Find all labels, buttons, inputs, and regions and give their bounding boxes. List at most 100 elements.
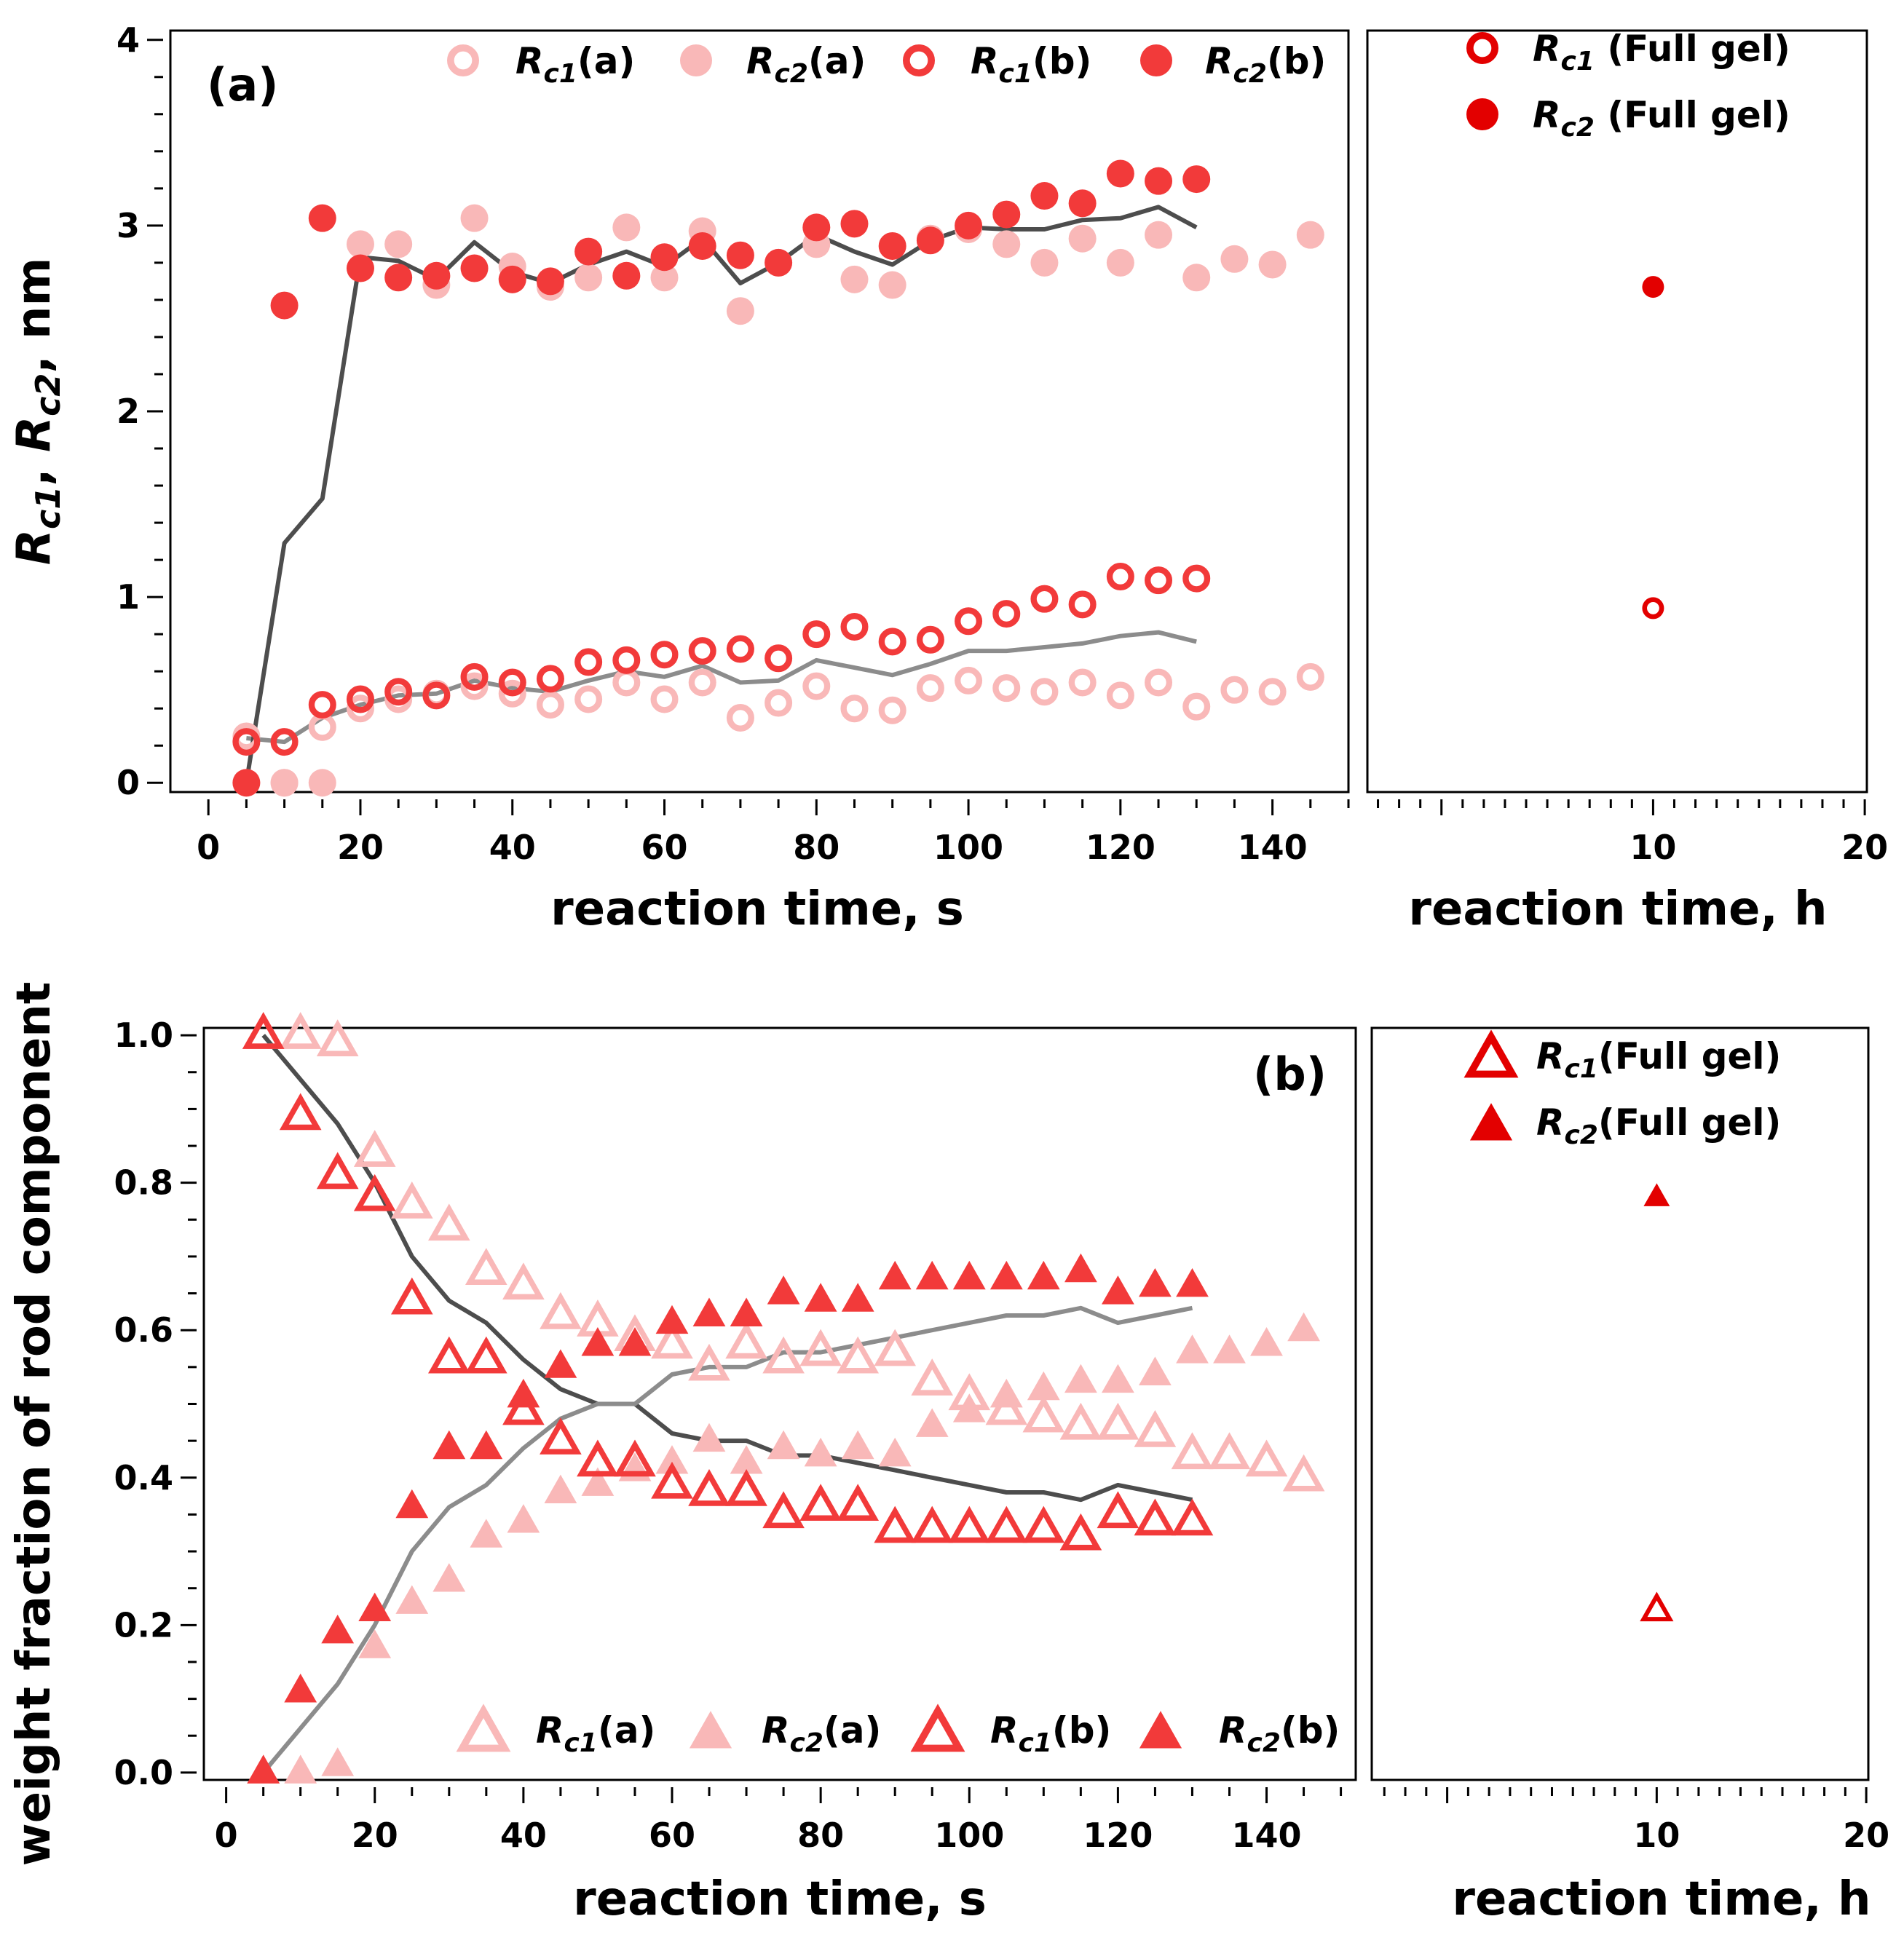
x-tick-label: 120: [1083, 1816, 1153, 1855]
data-point: [878, 231, 906, 260]
data-point: [916, 226, 944, 255]
data-point: [688, 668, 716, 697]
average-line: [261, 1034, 1193, 1503]
legend-marker: [1469, 1103, 1513, 1141]
plot-frame: [1370, 1026, 1870, 1781]
data-point: [574, 264, 603, 292]
y-tick-label: 2: [116, 392, 140, 431]
average-line: [261, 1305, 1193, 1774]
data-point: [1030, 585, 1059, 613]
legend-marker: [447, 44, 480, 76]
data-point: [804, 1283, 837, 1312]
data-point: [911, 1358, 954, 1396]
data-point: [730, 1445, 763, 1474]
data-point: [308, 204, 336, 232]
data-point: [878, 628, 906, 656]
data-point: [390, 1182, 433, 1219]
data-point: [841, 1283, 874, 1312]
data-point: [1220, 245, 1249, 273]
x-tick-label: 40: [500, 1816, 547, 1855]
x-tick-label: 80: [797, 1816, 844, 1855]
y-tick-label: 4: [116, 20, 140, 60]
data-point: [353, 1130, 396, 1167]
data-point: [650, 641, 679, 669]
data-point: [1182, 165, 1211, 194]
data-point: [1064, 1253, 1097, 1283]
legend-label: Rc2 (Full gel): [1533, 94, 1790, 143]
data-point: [279, 1093, 322, 1131]
data-point: [878, 1437, 912, 1467]
data-point: [992, 600, 1021, 628]
data-point: [465, 1336, 507, 1374]
x-tick-label: 100: [933, 828, 1003, 867]
data-point: [1145, 566, 1173, 595]
data-point: [432, 1563, 466, 1592]
data-point: [507, 1378, 540, 1408]
data-point: [985, 1505, 1028, 1543]
data-point: [1030, 678, 1059, 706]
data-point: [1068, 590, 1097, 619]
data-point: [655, 1445, 689, 1474]
data-point: [465, 1248, 507, 1285]
data-point: [840, 694, 869, 723]
data-point: [1287, 1312, 1320, 1342]
data-point: [725, 1469, 767, 1506]
data-point: [1176, 1334, 1209, 1364]
data-point: [279, 1012, 322, 1049]
data-point: [1022, 1505, 1065, 1543]
data-point: [1171, 1432, 1214, 1470]
data-point: [1258, 678, 1287, 706]
data-point: [799, 1484, 842, 1521]
data-point: [422, 261, 451, 290]
data-point: [730, 1297, 763, 1326]
data-point: [242, 1012, 285, 1049]
data-point: [618, 1327, 652, 1356]
data-point: [692, 1422, 726, 1452]
legend-label: Rc2(Full gel): [1536, 1101, 1781, 1150]
data-point: [422, 681, 451, 710]
data-point: [1106, 248, 1134, 277]
data-point: [837, 1336, 880, 1374]
data-point: [232, 769, 261, 797]
data-point: [1642, 276, 1664, 298]
data-point: [612, 213, 641, 242]
data-point: [427, 1203, 470, 1241]
data-point: [952, 1393, 986, 1422]
panel-label: (a): [207, 58, 279, 111]
data-point: [725, 1321, 767, 1359]
data-point: [1106, 159, 1134, 188]
x-tick-label: 0: [215, 1816, 238, 1855]
data-point: [1027, 1260, 1060, 1290]
data-point: [955, 666, 983, 694]
data-point: [1282, 1454, 1325, 1492]
x-axis-title: reaction time, s: [573, 1872, 987, 1926]
legend-marker: [910, 1703, 965, 1752]
data-point: [1027, 1371, 1060, 1401]
data-point: [498, 668, 526, 697]
data-point: [1064, 1364, 1097, 1393]
data-point: [1250, 1327, 1283, 1356]
data-point: [612, 668, 641, 697]
data-point: [1182, 692, 1211, 721]
data-point: [916, 625, 944, 654]
data-point: [992, 200, 1021, 229]
data-point: [581, 1327, 615, 1356]
x-tick-label: 60: [649, 1816, 695, 1855]
data-point: [992, 674, 1021, 703]
data-point: [874, 1329, 917, 1366]
data-point: [270, 728, 299, 756]
data-point: [1182, 564, 1211, 593]
data-point: [915, 1408, 949, 1437]
data-point: [765, 248, 793, 277]
data-point: [655, 1305, 689, 1334]
legend-label: Rc1(a): [515, 40, 635, 89]
y-tick-label: 0: [116, 763, 140, 802]
legend-label: Rc1(b): [990, 1709, 1111, 1758]
data-point: [321, 1615, 355, 1644]
data-point: [460, 662, 489, 691]
data-point: [358, 1629, 392, 1658]
data-point: [650, 685, 679, 713]
data-point: [915, 1260, 949, 1290]
x-axis-title: reaction time, h: [1408, 882, 1827, 936]
data-point: [577, 1439, 619, 1477]
